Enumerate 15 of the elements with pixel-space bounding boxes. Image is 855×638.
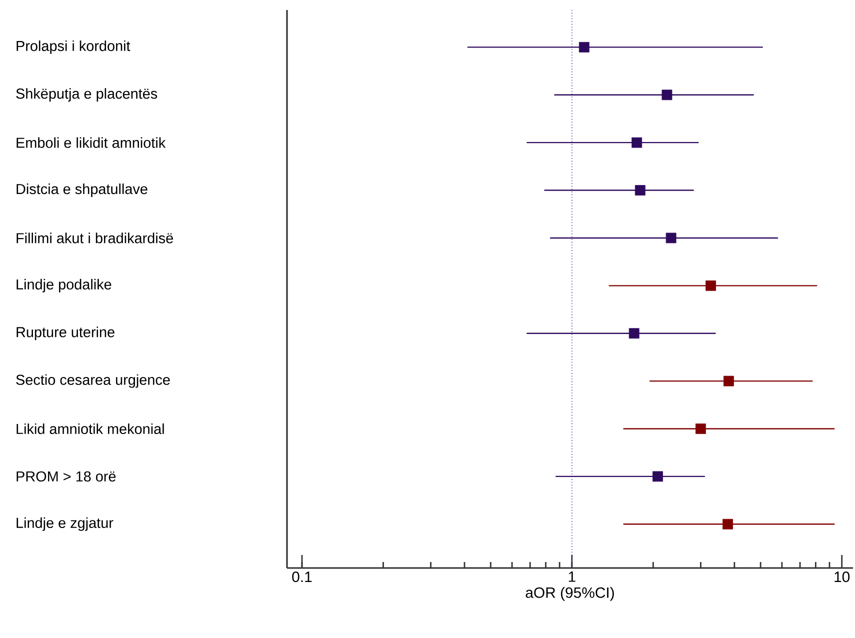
y-tick-label: Distcia e shpatullave — [16, 184, 148, 198]
y-tick-label: Likid amniotik mekonial — [16, 423, 164, 434]
y-tick-label: Sectio cesarea urgjence — [16, 374, 170, 388]
y-tick-label: Emboli e likidit amniotik — [16, 137, 166, 148]
y-tick-label: Fillimi akut i bradikardisë — [16, 232, 173, 244]
y-tick-label: Lindje e zgjatur — [16, 517, 114, 531]
y-tick-label: Rupture uterine — [16, 326, 114, 340]
x-tick-label: 1 — [568, 572, 576, 582]
x-axis-title: aOR (95%CI) — [526, 586, 614, 601]
y-tick-label: Prolapsi i kordonit — [16, 40, 130, 54]
y-tick-label: PROM > 18 orë — [16, 471, 116, 482]
x-tick-label: 0.1 — [292, 572, 312, 582]
y-tick-label: Lindje podalike — [16, 278, 112, 292]
x-tick-label: 10 — [834, 572, 850, 582]
y-tick-label: Shkëputja e placentës — [16, 88, 158, 102]
